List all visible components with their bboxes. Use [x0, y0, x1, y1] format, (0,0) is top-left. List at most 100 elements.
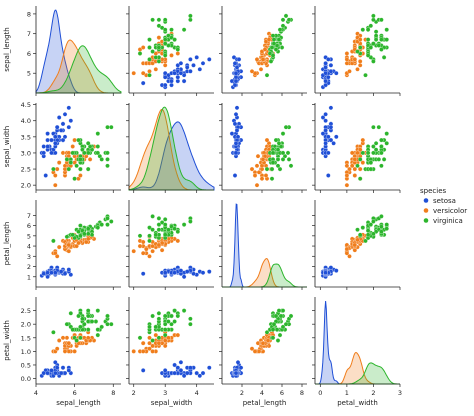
point-versicolor	[60, 335, 66, 341]
point-virginica	[68, 160, 74, 165]
point-virginica	[181, 27, 187, 32]
point-virginica	[64, 321, 70, 327]
point-virginica	[156, 222, 162, 227]
point-setosa	[235, 134, 241, 140]
point-virginica	[379, 163, 384, 169]
point-virginica	[95, 131, 101, 136]
point-virginica	[188, 17, 193, 23]
y-tick-label: 8	[27, 10, 31, 18]
y-tick-label: 6	[27, 50, 31, 58]
point-virginica	[371, 13, 376, 19]
point-setosa	[162, 74, 168, 80]
point-virginica	[376, 124, 382, 130]
point-virginica	[150, 49, 155, 54]
y-axis-label: petal_length	[3, 222, 11, 266]
x-tick-label: 3	[163, 389, 167, 397]
point-setosa	[172, 270, 177, 275]
point-versicolor	[255, 153, 261, 159]
point-setosa	[328, 63, 334, 68]
point-versicolor	[64, 335, 70, 341]
point-virginica	[76, 137, 81, 143]
y-tick-label: 4	[27, 243, 31, 251]
point-virginica	[64, 157, 70, 162]
x-tick-label: 6	[280, 389, 284, 397]
point-virginica	[277, 27, 283, 32]
x-tick-label: 2	[240, 389, 244, 397]
point-virginica	[162, 332, 168, 338]
point-virginica	[109, 124, 114, 130]
point-versicolor	[66, 340, 72, 346]
point-versicolor	[159, 240, 165, 246]
point-virginica	[285, 150, 291, 156]
panel-petal_length-vs-sepal_length: 1 2 3 4 5 6 7 petal_length	[3, 200, 121, 290]
point-setosa	[140, 271, 146, 276]
point-versicolor	[352, 57, 358, 62]
point-setosa	[323, 61, 328, 66]
point-virginica	[357, 45, 363, 50]
point-setosa	[54, 124, 60, 130]
point-virginica	[355, 227, 360, 232]
point-setosa	[194, 370, 199, 376]
point-setosa	[53, 360, 58, 365]
point-virginica	[162, 53, 168, 58]
point-virginica	[379, 17, 384, 23]
point-virginica	[156, 23, 162, 29]
point-versicolor	[265, 338, 271, 343]
point-virginica	[384, 27, 389, 32]
point-versicolor	[150, 343, 155, 349]
point-versicolor	[54, 166, 60, 172]
point-versicolor	[347, 69, 352, 74]
point-setosa	[58, 128, 64, 133]
point-versicolor	[259, 163, 265, 169]
point-setosa	[323, 112, 328, 117]
point-virginica	[188, 13, 193, 19]
point-versicolor	[153, 67, 159, 72]
point-setosa	[326, 150, 331, 156]
y-tick-label: 5	[27, 232, 31, 240]
point-setosa	[234, 65, 240, 70]
point-versicolor	[131, 349, 136, 354]
point-virginica	[175, 47, 181, 52]
point-virginica	[78, 233, 83, 239]
point-versicolor	[131, 70, 136, 76]
point-virginica	[271, 37, 277, 42]
point-virginica	[273, 137, 279, 143]
point-setosa	[184, 370, 190, 376]
point-versicolor	[347, 166, 352, 172]
point-versicolor	[159, 247, 165, 253]
point-setosa	[181, 78, 187, 84]
point-versicolor	[66, 248, 72, 254]
point-setosa	[45, 144, 50, 149]
point-virginica	[95, 144, 101, 149]
x-tick-label: 4	[34, 389, 38, 397]
point-virginica	[365, 27, 371, 32]
point-versicolor	[256, 170, 262, 175]
point-virginica	[384, 226, 389, 231]
point-virginica	[379, 37, 384, 42]
point-virginica	[280, 17, 286, 23]
point-virginica	[147, 238, 152, 244]
point-virginica	[357, 157, 363, 162]
point-setosa	[326, 173, 331, 178]
point-setosa	[197, 373, 203, 379]
panel-petal_width-vs-petal_length: 2 4 6 8 petal_length	[219, 297, 307, 407]
point-setosa	[178, 360, 184, 365]
point-versicolor	[254, 57, 260, 62]
point-virginica	[274, 327, 280, 332]
point-virginica	[360, 150, 366, 156]
point-virginica	[105, 163, 110, 169]
point-setosa	[162, 82, 168, 88]
panel-sepal_length-vs-petal_width	[312, 6, 401, 96]
point-virginica	[85, 166, 91, 172]
y-tick-label: 0.0	[21, 375, 31, 383]
point-setosa	[68, 118, 74, 123]
point-virginica	[277, 166, 283, 172]
point-versicolor	[85, 236, 91, 242]
point-setosa	[41, 144, 46, 149]
x-tick-label: 8	[111, 389, 115, 397]
point-setosa	[200, 270, 206, 275]
point-virginica	[264, 330, 270, 335]
point-versicolor	[150, 349, 155, 354]
point-virginica	[95, 225, 101, 230]
point-virginica	[365, 232, 371, 238]
